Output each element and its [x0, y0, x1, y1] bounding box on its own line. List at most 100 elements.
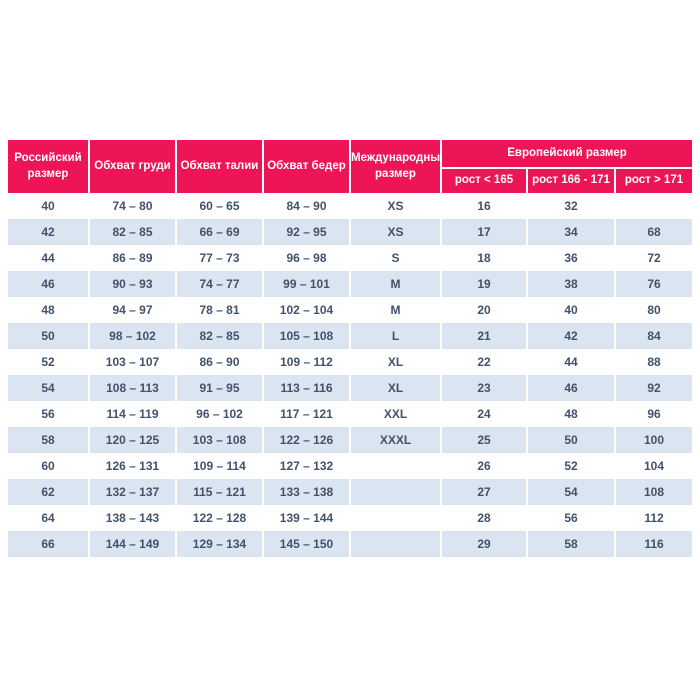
col-header-chest: Обхват груди — [88, 140, 175, 193]
cell-international-size: M — [349, 297, 440, 323]
cell-hips: 133 – 138 — [262, 479, 349, 505]
cell-russian-size: 64 — [8, 505, 88, 531]
cell-russian-size: 40 — [8, 193, 88, 219]
col-header-height-gt-171: рост > 171 — [614, 167, 693, 193]
cell-russian-size: 52 — [8, 349, 88, 375]
cell-international-size: XXL — [349, 401, 440, 427]
cell-eu-166-171: 46 — [526, 375, 614, 401]
cell-eu-gt-171: 84 — [614, 323, 693, 349]
cell-eu-lt-165: 17 — [440, 219, 526, 245]
table-row: 66 144 – 149 129 – 134 145 – 150 29 58 1… — [8, 531, 693, 557]
cell-chest: 86 – 89 — [88, 245, 175, 271]
cell-eu-lt-165: 22 — [440, 349, 526, 375]
cell-international-size: XXXL — [349, 427, 440, 453]
cell-hips: 117 – 121 — [262, 401, 349, 427]
cell-eu-lt-165: 23 — [440, 375, 526, 401]
cell-eu-gt-171: 68 — [614, 219, 693, 245]
cell-waist: 109 – 114 — [175, 453, 262, 479]
cell-eu-gt-171: 116 — [614, 531, 693, 557]
cell-waist: 77 – 73 — [175, 245, 262, 271]
cell-chest: 144 – 149 — [88, 531, 175, 557]
cell-chest: 98 – 102 — [88, 323, 175, 349]
cell-waist: 129 – 134 — [175, 531, 262, 557]
cell-international-size: S — [349, 245, 440, 271]
table-row: 48 94 – 97 78 – 81 102 – 104 M 20 40 80 — [8, 297, 693, 323]
cell-waist: 96 – 102 — [175, 401, 262, 427]
cell-russian-size: 62 — [8, 479, 88, 505]
cell-eu-lt-165: 21 — [440, 323, 526, 349]
col-header-height-166-171: рост 166 - 171 — [526, 167, 614, 193]
cell-chest: 132 – 137 — [88, 479, 175, 505]
table-row: 56 114 – 119 96 – 102 117 – 121 XXL 24 4… — [8, 401, 693, 427]
cell-hips: 127 – 132 — [262, 453, 349, 479]
cell-waist: 103 – 108 — [175, 427, 262, 453]
cell-eu-lt-165: 18 — [440, 245, 526, 271]
cell-eu-lt-165: 28 — [440, 505, 526, 531]
table-row: 42 82 – 85 66 – 69 92 – 95 XS 17 34 68 — [8, 219, 693, 245]
table-body: 40 74 – 80 60 – 65 84 – 90 XS 16 32 42 8… — [8, 193, 693, 557]
cell-international-size: XL — [349, 375, 440, 401]
cell-hips: 102 – 104 — [262, 297, 349, 323]
cell-russian-size: 56 — [8, 401, 88, 427]
table-row: 58 120 – 125 103 – 108 122 – 126 XXXL 25… — [8, 427, 693, 453]
cell-international-size: L — [349, 323, 440, 349]
cell-international-size — [349, 479, 440, 505]
cell-waist: 115 – 121 — [175, 479, 262, 505]
cell-eu-166-171: 56 — [526, 505, 614, 531]
cell-eu-lt-165: 16 — [440, 193, 526, 219]
cell-hips: 139 – 144 — [262, 505, 349, 531]
cell-international-size — [349, 505, 440, 531]
table-row: 60 126 – 131 109 – 114 127 – 132 26 52 1… — [8, 453, 693, 479]
table-row: 62 132 – 137 115 – 121 133 – 138 27 54 1… — [8, 479, 693, 505]
cell-eu-166-171: 54 — [526, 479, 614, 505]
col-header-russian-size: Российский размер — [8, 140, 88, 193]
cell-russian-size: 54 — [8, 375, 88, 401]
cell-international-size — [349, 531, 440, 557]
cell-chest: 103 – 107 — [88, 349, 175, 375]
cell-waist: 82 – 85 — [175, 323, 262, 349]
cell-eu-lt-165: 27 — [440, 479, 526, 505]
cell-chest: 94 – 97 — [88, 297, 175, 323]
cell-hips: 113 – 116 — [262, 375, 349, 401]
cell-chest: 138 – 143 — [88, 505, 175, 531]
cell-eu-lt-165: 29 — [440, 531, 526, 557]
table-row: 44 86 – 89 77 – 73 96 – 98 S 18 36 72 — [8, 245, 693, 271]
cell-eu-gt-171: 104 — [614, 453, 693, 479]
cell-chest: 108 – 113 — [88, 375, 175, 401]
cell-eu-gt-171: 108 — [614, 479, 693, 505]
table-row: 46 90 – 93 74 – 77 99 – 101 M 19 38 76 — [8, 271, 693, 297]
cell-russian-size: 48 — [8, 297, 88, 323]
cell-waist: 86 – 90 — [175, 349, 262, 375]
cell-russian-size: 44 — [8, 245, 88, 271]
cell-eu-lt-165: 26 — [440, 453, 526, 479]
table-row: 64 138 – 143 122 – 128 139 – 144 28 56 1… — [8, 505, 693, 531]
cell-eu-gt-171: 80 — [614, 297, 693, 323]
cell-eu-166-171: 52 — [526, 453, 614, 479]
table-row: 50 98 – 102 82 – 85 105 – 108 L 21 42 84 — [8, 323, 693, 349]
cell-chest: 120 – 125 — [88, 427, 175, 453]
cell-eu-166-171: 38 — [526, 271, 614, 297]
cell-chest: 114 – 119 — [88, 401, 175, 427]
cell-international-size: XS — [349, 219, 440, 245]
cell-eu-166-171: 50 — [526, 427, 614, 453]
col-header-hips: Обхват бедер — [262, 140, 349, 193]
cell-waist: 78 – 81 — [175, 297, 262, 323]
cell-eu-gt-171 — [614, 193, 693, 219]
header-row-sub: рост < 165 рост 166 - 171 рост > 171 — [8, 167, 693, 193]
cell-hips: 105 – 108 — [262, 323, 349, 349]
cell-eu-166-171: 32 — [526, 193, 614, 219]
cell-waist: 91 – 95 — [175, 375, 262, 401]
col-header-international-size: Международный размер — [349, 140, 440, 193]
size-chart-table: Российский размер Обхват груди Обхват та… — [8, 140, 693, 557]
cell-eu-gt-171: 72 — [614, 245, 693, 271]
cell-chest: 74 – 80 — [88, 193, 175, 219]
table-row: 40 74 – 80 60 – 65 84 – 90 XS 16 32 — [8, 193, 693, 219]
cell-international-size — [349, 453, 440, 479]
col-header-waist: Обхват талии — [175, 140, 262, 193]
cell-russian-size: 42 — [8, 219, 88, 245]
cell-eu-166-171: 40 — [526, 297, 614, 323]
cell-eu-166-171: 34 — [526, 219, 614, 245]
cell-international-size: XL — [349, 349, 440, 375]
col-header-height-lt-165: рост < 165 — [440, 167, 526, 193]
